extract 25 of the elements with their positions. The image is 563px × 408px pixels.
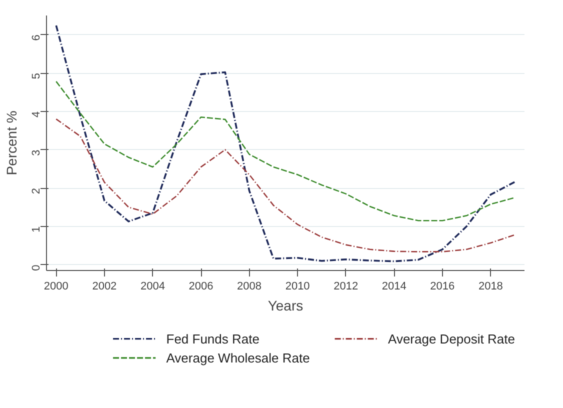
x-tick-label: 2014 xyxy=(382,280,406,292)
y-tick-label: 0 xyxy=(30,264,42,271)
x-tick-label: 2004 xyxy=(140,280,165,292)
y-tick-label: 1 xyxy=(30,226,42,233)
x-tick-label: 2002 xyxy=(92,280,117,292)
y-tick-label: 2 xyxy=(30,188,42,194)
line-series xyxy=(56,118,516,252)
y-tick-label: 4 xyxy=(30,111,42,118)
x-tick-label: 2000 xyxy=(44,280,68,292)
y-tick-label: 5 xyxy=(30,73,42,80)
x-tick-label: 2008 xyxy=(237,280,262,292)
legend-label: Average Deposit Rate xyxy=(388,331,515,346)
y-axis-title: Percent % xyxy=(4,110,20,176)
x-tick-label: 2012 xyxy=(334,280,358,292)
x-tick-label: 2006 xyxy=(188,280,214,292)
y-tick-label: 6 xyxy=(30,34,42,41)
legend-label: Fed Funds Rate xyxy=(166,331,260,346)
x-tick-label: 2010 xyxy=(285,280,310,292)
legend-label: Average Wholesale Rate xyxy=(166,350,310,366)
x-axis-title: Years xyxy=(268,298,304,314)
line-series xyxy=(56,80,516,222)
line-series xyxy=(55,24,516,262)
x-tick-label: 2016 xyxy=(430,280,455,292)
y-tick-label: 3 xyxy=(30,150,42,156)
x-tick-label: 2018 xyxy=(478,280,503,292)
